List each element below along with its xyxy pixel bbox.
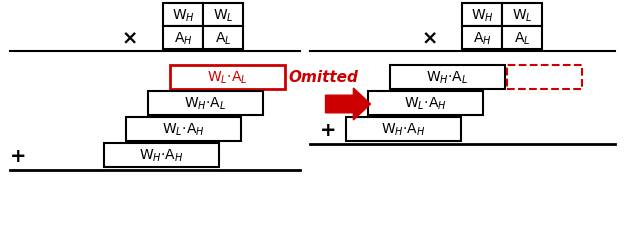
Bar xyxy=(507,66,582,90)
FancyArrow shape xyxy=(326,89,371,121)
Bar xyxy=(203,27,243,50)
Text: Omitted: Omitted xyxy=(288,70,358,85)
Text: A$_L$: A$_L$ xyxy=(215,30,232,46)
Bar xyxy=(390,66,505,90)
Text: W$_H$: W$_H$ xyxy=(470,7,494,24)
Text: ×: × xyxy=(422,29,438,48)
Bar xyxy=(126,118,241,141)
Text: ×: × xyxy=(122,29,138,48)
Bar xyxy=(462,27,502,50)
Bar xyxy=(104,143,219,167)
Bar xyxy=(502,27,542,50)
Text: A$_H$: A$_H$ xyxy=(173,30,192,46)
Text: W$_H$·A$_L$: W$_H$·A$_L$ xyxy=(426,70,469,86)
Bar xyxy=(462,4,502,27)
Text: A$_H$: A$_H$ xyxy=(472,30,491,46)
Bar xyxy=(346,118,461,141)
Text: W$_L$·A$_L$: W$_L$·A$_L$ xyxy=(207,70,248,86)
Bar xyxy=(368,92,483,116)
Bar xyxy=(148,92,263,116)
Text: W$_L$·A$_H$: W$_L$·A$_H$ xyxy=(404,95,447,112)
Text: W$_L$·A$_H$: W$_L$·A$_H$ xyxy=(162,121,205,138)
Text: W$_H$: W$_H$ xyxy=(172,7,195,24)
Text: A$_L$: A$_L$ xyxy=(514,30,530,46)
Bar xyxy=(170,66,285,90)
Bar xyxy=(502,4,542,27)
Text: W$_H$·A$_L$: W$_H$·A$_L$ xyxy=(184,95,227,112)
Text: W$_L$: W$_L$ xyxy=(213,7,233,24)
Text: W$_H$·A$_H$: W$_H$·A$_H$ xyxy=(381,121,426,138)
Bar xyxy=(163,4,203,27)
Bar xyxy=(203,4,243,27)
Text: +: + xyxy=(10,146,26,165)
Text: +: + xyxy=(319,120,336,139)
Bar xyxy=(163,27,203,50)
Text: W$_L$: W$_L$ xyxy=(512,7,532,24)
Text: W$_H$·A$_H$: W$_H$·A$_H$ xyxy=(139,147,184,164)
